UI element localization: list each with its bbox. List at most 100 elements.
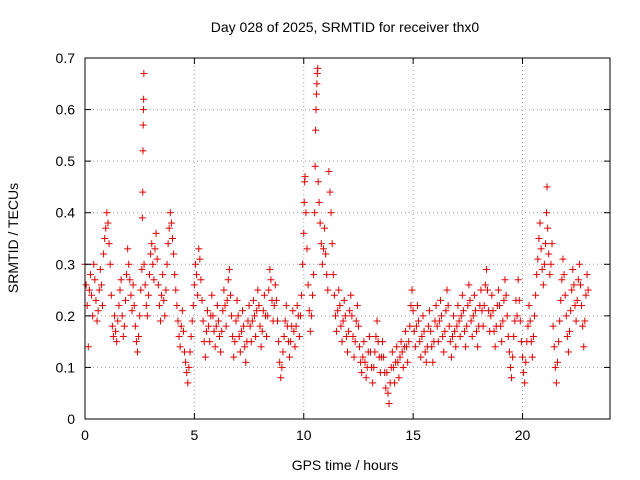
data-point xyxy=(505,348,513,356)
data-point xyxy=(221,302,229,310)
data-point xyxy=(126,276,134,284)
data-point xyxy=(311,209,319,217)
data-point xyxy=(415,317,423,325)
data-point xyxy=(112,327,120,335)
data-point xyxy=(140,95,148,103)
data-point xyxy=(576,281,584,289)
data-point xyxy=(385,400,393,408)
data-point xyxy=(452,343,460,351)
data-point xyxy=(172,286,180,294)
data-point xyxy=(334,307,342,315)
data-point xyxy=(434,338,442,346)
data-point xyxy=(535,235,543,242)
data-point xyxy=(543,183,551,191)
data-point xyxy=(435,317,443,325)
data-point xyxy=(174,317,182,325)
data-points xyxy=(81,64,592,408)
data-point xyxy=(316,219,324,227)
data-point xyxy=(102,224,110,232)
data-point xyxy=(205,322,213,330)
data-point xyxy=(82,281,90,289)
data-point xyxy=(560,271,568,279)
data-point xyxy=(409,307,417,315)
data-point xyxy=(470,291,478,299)
data-point xyxy=(533,271,541,279)
data-point xyxy=(216,332,224,340)
data-point xyxy=(156,317,164,325)
data-point xyxy=(521,379,529,387)
data-point xyxy=(510,332,518,340)
data-point xyxy=(439,332,447,340)
data-point xyxy=(300,229,308,237)
data-point xyxy=(411,343,419,351)
data-point xyxy=(405,338,413,346)
data-point xyxy=(84,343,92,351)
data-point xyxy=(462,343,470,351)
data-point xyxy=(338,338,346,346)
data-point xyxy=(326,188,334,196)
data-point xyxy=(361,358,369,366)
data-point xyxy=(106,260,114,268)
data-point xyxy=(211,343,219,351)
data-point xyxy=(414,302,421,310)
data-point xyxy=(447,353,455,361)
data-point xyxy=(187,332,195,340)
plot-frame xyxy=(84,57,611,420)
data-point xyxy=(513,312,521,320)
data-point xyxy=(543,209,551,217)
data-point xyxy=(256,322,264,330)
x-axis: 0 5 10 15 20 xyxy=(81,58,530,443)
data-point xyxy=(481,281,489,289)
data-point xyxy=(401,327,409,335)
data-point xyxy=(277,374,285,382)
data-point xyxy=(474,343,482,351)
data-point xyxy=(497,322,505,330)
data-point xyxy=(410,327,418,335)
data-point xyxy=(480,302,488,310)
data-point xyxy=(451,327,459,335)
data-point xyxy=(185,363,193,371)
data-point xyxy=(296,312,304,320)
grid-lines xyxy=(85,58,610,419)
data-point xyxy=(161,312,169,320)
data-point xyxy=(310,271,318,279)
data-point xyxy=(311,162,319,170)
data-point xyxy=(169,235,176,242)
data-point xyxy=(217,348,225,356)
data-point xyxy=(461,327,469,335)
data-point xyxy=(280,332,288,340)
data-point xyxy=(141,281,149,289)
data-point xyxy=(370,363,378,371)
data-point xyxy=(527,338,535,346)
data-point xyxy=(305,307,313,315)
data-point xyxy=(199,317,207,325)
data-point xyxy=(233,296,241,304)
data-point xyxy=(403,343,411,351)
data-point xyxy=(165,224,173,232)
data-point xyxy=(393,343,401,351)
data-point xyxy=(278,363,286,371)
data-point xyxy=(581,317,589,325)
data-point xyxy=(359,353,367,361)
data-point xyxy=(307,312,315,320)
data-point xyxy=(455,317,463,325)
data-point xyxy=(97,281,105,289)
data-point xyxy=(105,240,113,248)
data-point xyxy=(555,338,563,346)
data-point xyxy=(128,307,136,315)
data-point xyxy=(293,302,301,310)
data-point xyxy=(345,327,353,335)
data-point xyxy=(143,312,151,320)
data-point xyxy=(554,358,561,366)
data-point xyxy=(445,322,453,330)
data-point xyxy=(139,106,147,114)
data-point xyxy=(559,255,567,263)
data-point xyxy=(450,312,458,320)
data-point xyxy=(567,307,575,315)
y-tick-label: 0.5 xyxy=(56,153,76,169)
data-point xyxy=(259,307,267,315)
data-point xyxy=(571,302,579,310)
data-point xyxy=(135,332,143,340)
data-point xyxy=(208,291,216,299)
data-point xyxy=(254,286,262,294)
